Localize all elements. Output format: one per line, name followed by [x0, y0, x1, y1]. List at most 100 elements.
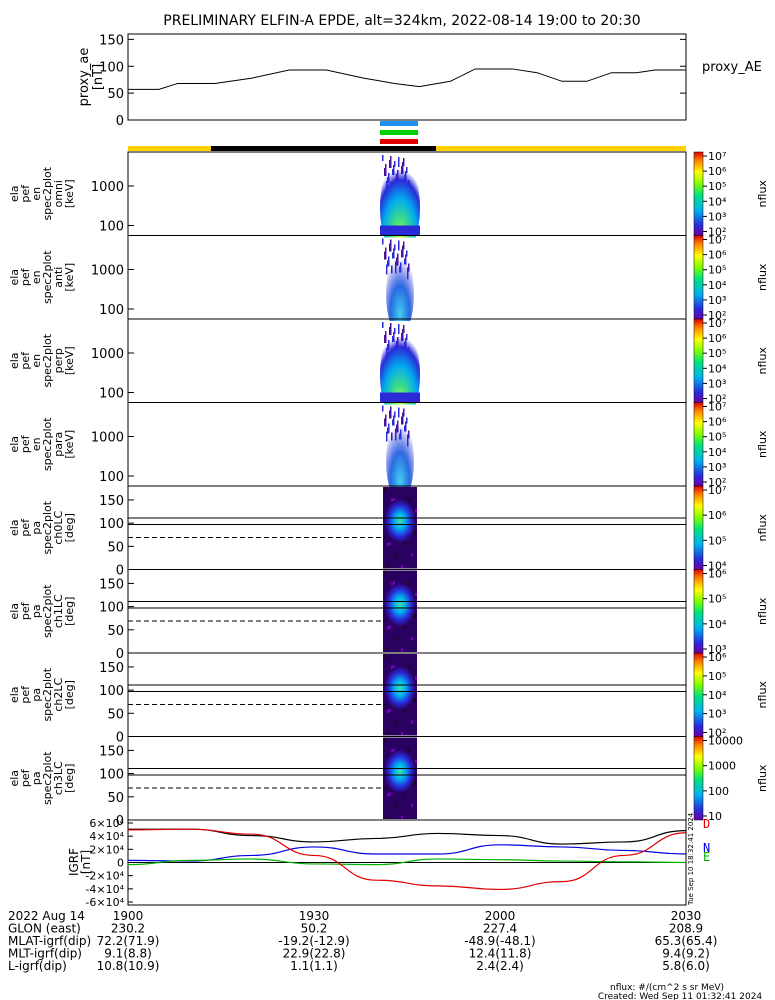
spec-ytick-label: 1000 [91, 180, 124, 195]
spec-ylabel-line: spec2plot [41, 333, 54, 387]
spec-ylabel: elapefpaspec2plotch1LC[deg] [8, 584, 76, 638]
colorbar-tick-label: 10³ [708, 377, 726, 390]
spec-speckle [388, 256, 390, 267]
colorbar-label: nflux [756, 597, 769, 625]
proxy-ae-panel: 0 50 100 150 proxy_AE proxy_ae[nT] [77, 33, 762, 129]
pa-speckle [415, 676, 417, 680]
ae-ytick-label: 150 [99, 33, 124, 48]
igrf-ytick-label: -4×10⁴ [85, 883, 124, 896]
pa-speckle [394, 804, 396, 808]
footer-cell: MLAT-igrf(dip) [8, 934, 91, 948]
pa-speckle [411, 553, 413, 557]
spec-speckle [393, 415, 395, 426]
spec-ylabel-line: pef [19, 518, 32, 537]
pa-speckle [401, 648, 403, 652]
colorbar-tick-label: 10² [708, 727, 726, 740]
spec-ylabel-line: [keV] [63, 346, 76, 375]
igrf-ytick-label: -6×10⁴ [85, 896, 124, 909]
spec-ylabel-line: ela [8, 436, 21, 453]
plot-title: PRELIMINARY ELFIN-A EPDE, alt=324km, 202… [163, 13, 640, 29]
spec-speckle [390, 406, 392, 419]
colorbar-tick-label: 10⁶ [708, 332, 727, 345]
colorbar [693, 402, 704, 487]
spec-ytick-label: 50 [107, 707, 124, 722]
footer-cell: 230.2 [111, 922, 145, 936]
footer-cell: -48.9(-48.1) [464, 934, 535, 948]
spec-speckle [385, 164, 387, 176]
ae-ytick-label: 0 [116, 114, 124, 129]
spec-speckle [392, 419, 394, 426]
spec-ytick-label: 0 [116, 647, 124, 662]
footer-cell: 2030 [671, 909, 702, 923]
pa-speckle [414, 781, 416, 785]
spec-speckle [402, 245, 404, 258]
sunlit-bar-right [436, 146, 686, 151]
pa-speckle [393, 748, 395, 752]
igrf-ylabel-line: [nT] [79, 850, 93, 874]
bar-red [380, 139, 418, 144]
spec-ylabel-line: pef [19, 685, 32, 704]
spec-speckle [384, 335, 386, 343]
spec-ylabel-line: spec2plot [41, 417, 54, 471]
spec-speckle [403, 241, 405, 250]
pa-speckle [414, 614, 416, 618]
spec-speckle [382, 238, 384, 245]
spec-ylabel-line: pa [30, 604, 43, 618]
footer-cell: 72.2(71.9) [97, 934, 160, 948]
spec-speckle [382, 405, 384, 412]
spec-ytick-label: 50 [107, 540, 124, 555]
spec-ytick-label: 150 [99, 494, 124, 509]
spec-speckle [402, 412, 404, 425]
pa-speckle [391, 499, 393, 502]
colorbar-tick-label: 10⁷ [708, 150, 726, 163]
spec-ylabel-line: ela [8, 269, 21, 286]
pa-speckle [394, 637, 396, 641]
spec-ytick-label: 100 [99, 601, 124, 616]
spec-ytick-label: 100 [99, 303, 124, 318]
pa-speckle [387, 710, 389, 713]
colorbar-tick-label: 10⁶ [708, 509, 727, 522]
colorbar-tick-label: 10 [708, 810, 722, 823]
pa-speckle [391, 582, 393, 586]
units-note: nflux: #/(cm^2 s sr MeV) [610, 983, 724, 993]
spec-ylabel-line: [keV] [63, 263, 76, 292]
colorbar-tick-label: 10⁴ [708, 689, 727, 702]
colorbar-tick-label: 10⁷ [708, 234, 726, 247]
spec-ylabel-line: pef [19, 768, 32, 787]
colorbar-tick-label: 10⁶ [708, 165, 727, 178]
colorbar-tick-label: 10⁴ [708, 560, 727, 573]
spec-ylabel: elapefpaspec2plotch0LC[deg] [8, 500, 76, 554]
spec-base [380, 225, 420, 236]
colorbar-tick-label: 10⁵ [708, 264, 726, 277]
igrf-ytick-label: 4×10⁴ [89, 830, 124, 843]
pa-blob [384, 666, 416, 711]
footer-cell: MLT-igrf(dip) [8, 947, 82, 961]
spec-ylabel-line: en [30, 270, 43, 284]
pa-speckle [411, 804, 413, 807]
spec-speckle [401, 416, 403, 425]
pa-speckle [389, 625, 391, 629]
pa-speckle [414, 698, 416, 701]
igrf-ylabel: IGRF[nT] [67, 848, 93, 876]
pa-speckle [386, 648, 388, 651]
pa-speckle [386, 564, 388, 568]
ae-ylabel-line: proxy_ae [77, 48, 92, 107]
pa-speckle [401, 815, 403, 819]
pa-speckle [384, 571, 386, 575]
colorbar-tick-label: 10³ [708, 294, 726, 307]
spec-blob [386, 421, 414, 501]
pa-speckle [389, 542, 391, 545]
created-note: Created: Wed Sep 11 01:32:41 2024 [598, 992, 763, 1000]
spec-ytick-label: 1000 [91, 347, 124, 362]
colorbar-tick-label: 10⁵ [708, 347, 726, 360]
spec-speckle [390, 323, 392, 335]
pa-speckle [404, 542, 406, 546]
colorbar-tick-label: 10² [708, 393, 726, 406]
colorbar-tick-label: 10² [708, 309, 726, 322]
pa-speckle [391, 666, 393, 669]
colorbar-tick-label: 10⁶ [708, 568, 727, 581]
spec-blob [386, 254, 414, 334]
footer-cell: GLON (east) [8, 922, 81, 936]
spec-ylabel-line: [keV] [63, 179, 76, 208]
